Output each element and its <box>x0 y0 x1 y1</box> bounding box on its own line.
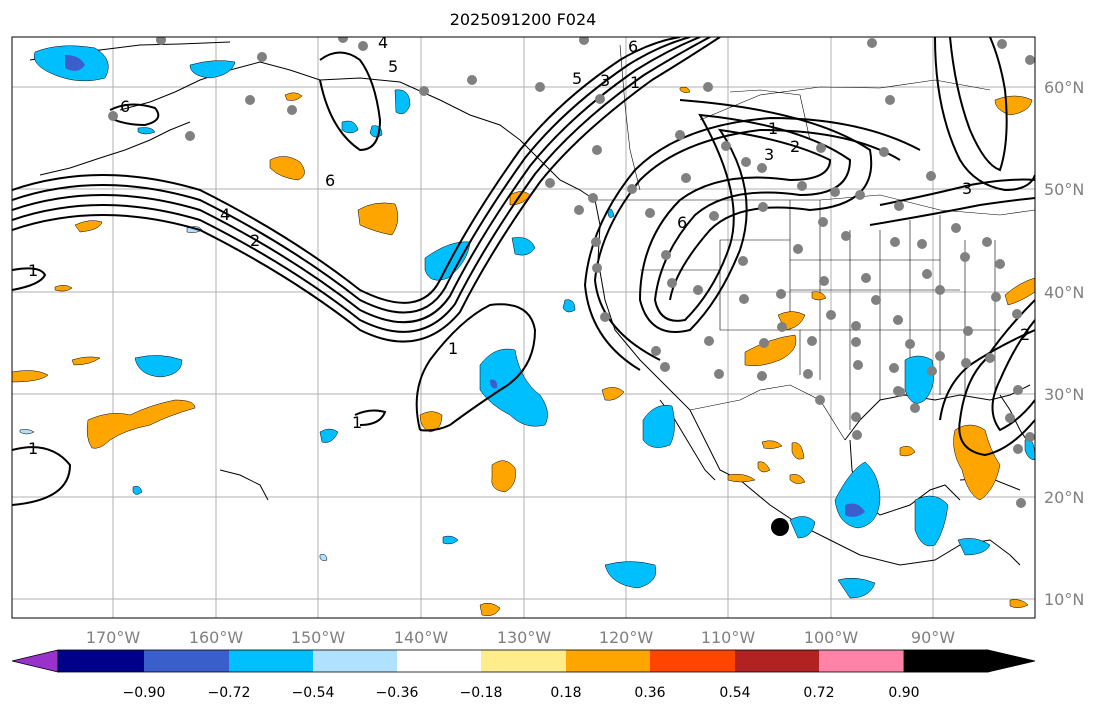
map-frame <box>11 36 1036 619</box>
contour-label-1: 1 <box>28 261 38 280</box>
lon-label: 150°W <box>291 628 346 647</box>
colorbar-tick-label: 0.18 <box>550 685 581 701</box>
lat-label: 60°N <box>1044 78 1084 97</box>
contour-label-6: 6 <box>628 37 638 56</box>
colorbar-segment <box>650 650 735 672</box>
colorbar-segment <box>566 650 650 672</box>
lat-label: 20°N <box>1044 488 1084 507</box>
colorbar-tick-label: −0.72 <box>208 685 251 701</box>
contour-label-5: 5 <box>572 69 582 88</box>
political-borders <box>595 44 1035 441</box>
colorbar-tick-label: 0.90 <box>888 685 919 701</box>
colorbar-segment <box>313 650 397 672</box>
lon-label: 120°W <box>599 628 654 647</box>
contour-label-1: 1 <box>448 339 458 358</box>
lat-label: 50°N <box>1044 180 1084 199</box>
contour-labels: 1 1 1 1 1 1 2 2 2 3 3 3 4 4 5 5 6 6 6 6 <box>28 33 1030 458</box>
contour-label-2: 2 <box>1020 325 1030 344</box>
colorbar-segment <box>58 650 144 672</box>
shaded-field <box>12 45 1035 616</box>
colorbar-tick-label: −0.90 <box>123 685 166 701</box>
contour-label-5: 5 <box>388 57 398 76</box>
colorbar-tick-label: 0.36 <box>634 685 665 701</box>
contour-label-1: 1 <box>768 119 778 138</box>
colorbar-labels: −0.90 −0.72 −0.54 −0.36 −0.18 0.18 0.36 … <box>123 685 920 701</box>
contour-label-1: 1 <box>352 413 362 432</box>
contour-label-6: 6 <box>677 213 687 232</box>
lon-label: 170°W <box>86 628 141 647</box>
colorbar-segment <box>481 650 566 672</box>
colorbar-tick-label: 0.54 <box>719 685 750 701</box>
map-title: 2025091200 F024 <box>449 10 597 29</box>
contour-label-1: 1 <box>28 439 38 458</box>
colorbar-tick-label: 0.72 <box>803 685 834 701</box>
lon-label: 100°W <box>804 628 859 647</box>
contour-label-6: 6 <box>120 97 130 116</box>
colorbar-min-arrow <box>11 649 59 673</box>
lon-label: 90°W <box>911 628 955 647</box>
contour-label-1: 1 <box>630 73 640 92</box>
lon-label: 160°W <box>189 628 244 647</box>
lat-label: 10°N <box>1044 590 1084 609</box>
longitude-labels: 170°W 160°W 150°W 140°W 130°W 120°W 110°… <box>86 628 955 647</box>
contour-label-6: 6 <box>325 171 335 190</box>
station-markers <box>108 37 1035 508</box>
colorbar-tick-label: −0.36 <box>376 685 419 701</box>
colorbar-tick-label: −0.18 <box>460 685 503 701</box>
contour-lines <box>12 37 1035 506</box>
contour-label-2: 2 <box>790 137 800 156</box>
contour-label-3: 3 <box>962 179 972 198</box>
contour-label-3: 3 <box>764 145 774 164</box>
lat-label: 30°N <box>1044 385 1084 404</box>
colorbar <box>11 649 1036 673</box>
latitude-labels: 60°N 50°N 40°N 30°N 20°N 10°N <box>1044 78 1084 609</box>
lon-label: 110°W <box>701 628 756 647</box>
lat-label: 40°N <box>1044 283 1084 302</box>
colorbar-segment <box>735 650 819 672</box>
colorbar-tick-label: −0.54 <box>292 685 335 701</box>
colorbar-segment <box>819 650 904 672</box>
colorbar-segment <box>229 650 313 672</box>
lon-label: 140°W <box>394 628 449 647</box>
colorbar-segment <box>144 650 229 672</box>
contour-label-4: 4 <box>220 205 230 224</box>
contour-label-2: 2 <box>250 231 260 250</box>
contour-label-3: 3 <box>600 71 610 90</box>
colorbar-segment <box>397 650 481 672</box>
lon-label: 130°W <box>497 628 552 647</box>
colorbar-max-arrow <box>903 649 1036 673</box>
contour-label-4: 4 <box>378 33 388 52</box>
storm-center-marker <box>771 518 789 536</box>
